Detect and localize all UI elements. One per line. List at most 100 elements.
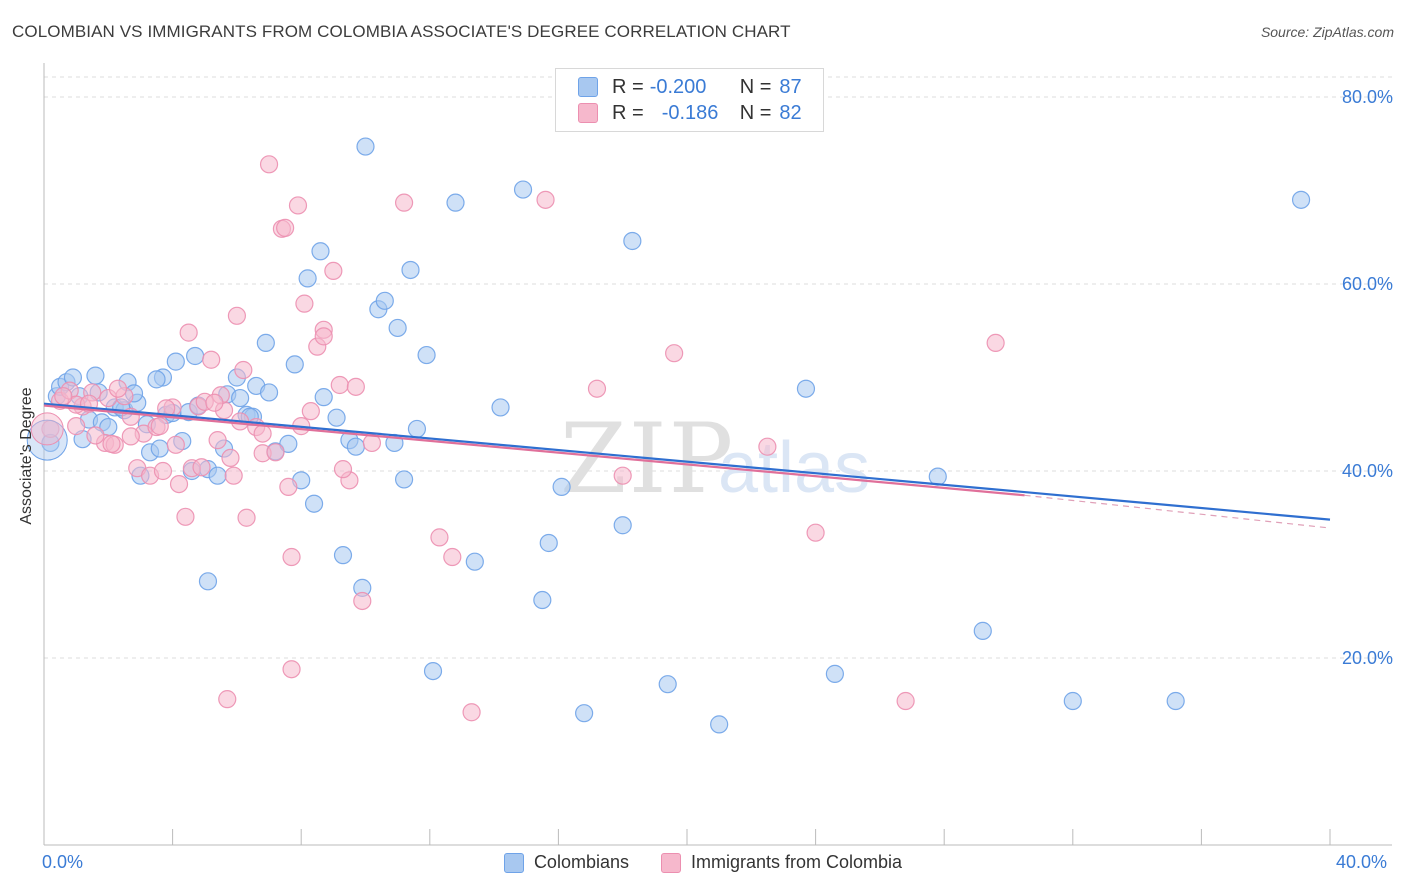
point-colombians — [539, 533, 558, 553]
point-immigrants — [108, 379, 128, 398]
point-immigrants — [67, 417, 86, 436]
point-immigrants — [288, 196, 308, 215]
point-immigrants — [192, 458, 211, 477]
point-immigrants — [282, 660, 301, 679]
legend-n-label: N = — [739, 101, 772, 124]
point-immigrants — [266, 443, 285, 462]
bottom-legend-swatch-blue — [503, 852, 524, 873]
point-immigrants — [102, 434, 121, 453]
bottom-legend-label: Immigrants from Colombia — [690, 852, 903, 872]
point-colombians — [208, 466, 227, 485]
point-colombians — [298, 269, 317, 288]
point-colombians — [198, 572, 218, 591]
point-colombians — [333, 546, 353, 565]
point-immigrants — [986, 333, 1005, 353]
point-immigrants — [205, 393, 224, 412]
legend-swatch-pink — [578, 103, 598, 123]
bottom-legend-colombians[interactable]: Colombians — [503, 852, 629, 873]
point-immigrants — [150, 417, 169, 436]
legend-swatch-blue — [578, 77, 598, 97]
point-colombians — [401, 260, 420, 280]
point-immigrants — [758, 437, 777, 456]
point-immigrants — [443, 547, 462, 567]
point-colombians — [259, 383, 279, 402]
y-tick-label: 80.0% — [1342, 87, 1393, 107]
point-colombians — [304, 494, 324, 513]
point-immigrants — [353, 591, 372, 611]
point-immigrants — [202, 350, 221, 369]
bottom-legend: Colombians Immigrants from Colombia — [0, 852, 1406, 873]
point-colombians — [86, 366, 105, 385]
point-immigrants — [234, 360, 253, 380]
point-immigrants — [253, 424, 272, 443]
point-colombians — [394, 470, 414, 489]
x-tick-label-max: 40.0% — [1336, 852, 1388, 872]
point-colombians — [446, 193, 465, 212]
y-tick-label: 40.0% — [1342, 461, 1393, 481]
point-immigrants — [179, 323, 198, 342]
x-tick-label-min: 0.0% — [42, 852, 84, 872]
point-immigrants — [346, 377, 365, 396]
point-colombians — [256, 333, 275, 353]
point-immigrants — [221, 448, 240, 468]
point-colombians — [407, 419, 427, 439]
point-colombians-large — [26, 419, 68, 461]
point-colombians — [491, 398, 510, 417]
point-immigrants — [362, 433, 382, 453]
point-immigrants — [237, 508, 256, 527]
chart-title: COLOMBIAN VS IMMIGRANTS FROM COLOMBIA AS… — [12, 22, 791, 41]
bottom-legend-swatch-pink — [660, 852, 681, 873]
point-colombians — [613, 516, 632, 535]
point-colombians — [1063, 691, 1082, 711]
point-immigrants — [314, 327, 333, 346]
point-colombians — [356, 137, 375, 156]
point-colombians — [417, 345, 436, 365]
axes — [43, 63, 1392, 846]
legend-n-value: 87 — [779, 75, 802, 98]
bottom-legend-immigrants[interactable]: Immigrants from Colombia — [660, 852, 903, 873]
point-colombians — [375, 291, 394, 310]
point-colombians — [186, 346, 205, 366]
point-immigrants — [54, 387, 73, 406]
y-axis-label: Associate's Degree — [18, 387, 35, 525]
trend-lines — [43, 402, 1331, 529]
point-colombians — [388, 318, 407, 338]
y-tick-label: 20.0% — [1342, 648, 1393, 668]
data-points — [26, 137, 1311, 734]
point-colombians — [311, 242, 330, 261]
point-immigrants — [282, 547, 301, 567]
point-colombians — [314, 388, 333, 407]
point-immigrants — [806, 523, 825, 542]
trend-line-immigrants — [43, 404, 1025, 497]
point-immigrants — [121, 427, 140, 446]
point-colombians — [623, 231, 642, 251]
point-immigrants — [462, 703, 481, 722]
point-colombians — [423, 661, 443, 681]
point-colombians — [231, 388, 250, 408]
point-colombians — [279, 434, 298, 453]
legend-row-immigrants: R = -0.186 N = 82 — [578, 100, 802, 126]
point-immigrants — [665, 344, 684, 363]
point-immigrants — [295, 294, 314, 313]
legend-r-label: R = — [612, 101, 644, 124]
point-colombians — [1291, 190, 1311, 209]
point-colombians — [928, 467, 947, 486]
legend: R = -0.200 N = 87 R = -0.186 N = 82 — [555, 68, 824, 132]
point-colombians — [533, 590, 552, 610]
y-tick-label: 60.0% — [1342, 274, 1393, 294]
point-colombians — [147, 370, 166, 389]
bottom-legend-label: Colombians — [533, 852, 629, 872]
point-immigrants — [169, 474, 189, 494]
legend-r-value: -0.186 — [661, 101, 719, 124]
point-immigrants — [208, 431, 227, 450]
point-colombians — [465, 552, 484, 571]
point-colombians — [796, 379, 816, 398]
point-colombians — [552, 477, 571, 496]
watermark-atlas: atlas — [718, 428, 870, 508]
legend-r-value: -0.200 — [649, 75, 707, 98]
point-colombians — [575, 704, 594, 723]
point-colombians — [346, 437, 365, 456]
point-immigrants-large — [30, 412, 64, 446]
chart-source: Source: ZipAtlas.com — [1260, 24, 1394, 40]
